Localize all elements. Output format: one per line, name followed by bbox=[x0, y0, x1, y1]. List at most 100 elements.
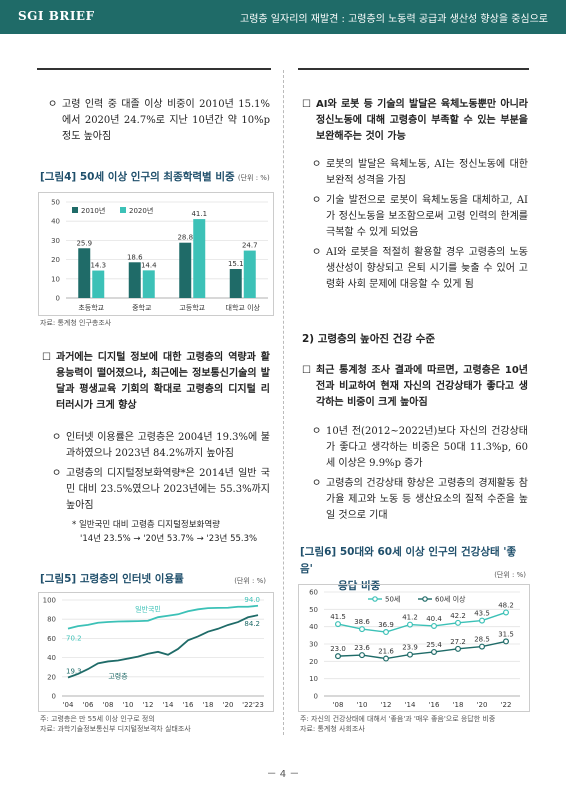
fig6-note-1: 주: 자신의 건강상태에 대해서 '좋음'과 '매우 좋음'으로 응답한 비중 bbox=[300, 715, 496, 723]
circle-bullet-icon: ㅇ bbox=[52, 432, 62, 443]
bar-value-label: 28.8 bbox=[177, 234, 193, 242]
point-value-label: 23.6 bbox=[354, 644, 370, 652]
x-tick-label: '06 bbox=[83, 701, 94, 709]
point-value-label: 31.5 bbox=[498, 630, 514, 638]
right-bullets-2: ㅇ 10년 전(2012~2022년)보다 자신의 건강상태가 좋다고 생각하는 … bbox=[312, 424, 528, 528]
page-number: － 4 － bbox=[266, 769, 300, 780]
series-line bbox=[67, 614, 259, 679]
circle-bullet-icon: ㅇ bbox=[312, 426, 322, 437]
point-value-label: 28.5 bbox=[474, 636, 490, 644]
y-tick-label: 60 bbox=[47, 635, 56, 643]
series-point bbox=[455, 645, 462, 652]
bar-value-label: 18.6 bbox=[127, 253, 143, 261]
fig6-unit: (단위 : %) bbox=[494, 571, 526, 579]
fig4-source: 자료: 통계청 인구총조사 bbox=[40, 319, 112, 327]
bar bbox=[128, 262, 141, 298]
fig5-title-row: [그림5] 고령층의 인터넷 이용률 (단위 : %) bbox=[40, 571, 272, 588]
bar bbox=[243, 250, 256, 298]
end-value-label: 94.0 bbox=[244, 596, 260, 604]
legend-swatch bbox=[72, 207, 78, 213]
x-tick-label: '12 bbox=[381, 701, 392, 709]
x-tick-label: '18 bbox=[203, 701, 214, 709]
square-bullet-icon: ☐ bbox=[302, 365, 311, 376]
series-point bbox=[406, 621, 413, 628]
y-tick-label: 40 bbox=[309, 623, 318, 631]
legend-label: 2010년 bbox=[81, 206, 105, 215]
fig5-notes: 주: 고령층은 만 55세 이상 인구로 정의 자료: 과학기술정보통신부 디지… bbox=[40, 714, 272, 734]
y-tick-label: 80 bbox=[47, 616, 56, 624]
x-tick-label: '22'23 bbox=[242, 701, 264, 709]
x-tick-label: '16 bbox=[429, 701, 440, 709]
x-tick-label: 고등학교 bbox=[179, 303, 205, 312]
left-footnote: * 일반국민 대비 고령층 디지털정보화역량 '14년 23.5% → '20년… bbox=[72, 518, 272, 546]
footnote-line-1: * 일반국민 대비 고령층 디지털정보화역량 bbox=[72, 520, 220, 530]
x-tick-label: '12 bbox=[143, 701, 154, 709]
series-point bbox=[455, 619, 462, 626]
fig6-notes: 주: 자신의 건강상태에 대해서 '좋음'과 '매우 좋음'으로 응답한 비중 … bbox=[300, 714, 530, 734]
x-tick-label: '14 bbox=[405, 701, 416, 709]
series-point bbox=[503, 638, 510, 645]
y-tick-label: 100 bbox=[43, 597, 56, 605]
bullet-text: AI와 로봇을 적절히 활용할 경우 고령층의 노동생산성이 향상되고 은퇴 시… bbox=[326, 247, 528, 290]
point-value-label: 41.5 bbox=[330, 613, 346, 621]
series-line bbox=[337, 611, 507, 633]
bar bbox=[92, 270, 105, 298]
bar-value-label: 14.3 bbox=[90, 262, 106, 270]
x-tick-label: '08 bbox=[333, 701, 344, 709]
series-point bbox=[479, 643, 486, 650]
x-tick-label: '14 bbox=[163, 701, 174, 709]
x-tick-label: '18 bbox=[453, 701, 464, 709]
legend-label: 50세 bbox=[385, 595, 400, 604]
circle-bullet-icon: ㅇ bbox=[312, 478, 322, 489]
y-tick-label: 30 bbox=[51, 237, 60, 245]
series-point bbox=[382, 655, 389, 662]
bar bbox=[179, 242, 192, 298]
series-point bbox=[406, 651, 413, 658]
x-tick-label: 초등학교 bbox=[78, 303, 104, 312]
right-square-2: ☐ 최근 통계청 조사 결과에 따르면, 고령층은 10년 전과 비교하여 현재 … bbox=[302, 363, 528, 417]
fig5-unit: (단위 : %) bbox=[234, 577, 266, 585]
legend-marker bbox=[372, 596, 378, 602]
section-title: 2) 고령층의 높아진 건강 수준 bbox=[302, 333, 435, 345]
series-point bbox=[382, 629, 389, 636]
legend-swatch bbox=[120, 207, 126, 213]
x-tick-label: '10 bbox=[357, 701, 368, 709]
chart-frame bbox=[38, 192, 274, 316]
y-tick-label: 0 bbox=[314, 693, 318, 701]
left-bullets-2: ㅇ 인터넷 이용률은 고령층은 2004년 19.3%에 불과하였으나 2023년… bbox=[52, 430, 270, 518]
y-tick-label: 30 bbox=[309, 641, 318, 649]
header-title: 고령층 일자리의 재발견 : 고령층의 노동력 공급과 생산성 향상을 중심으로 bbox=[240, 14, 548, 25]
right-square-1: ☐ AI와 로봇 등 기술의 발달은 육체노동뿐만 아니라 정신노동에 대해 고령… bbox=[302, 97, 528, 151]
start-value-label: 70.2 bbox=[66, 635, 82, 643]
chart-frame bbox=[298, 584, 530, 712]
series-point bbox=[503, 609, 510, 616]
y-tick-label: 10 bbox=[309, 675, 318, 683]
fig6-title-line-2: 응답 비중 bbox=[338, 580, 381, 592]
point-value-label: 23.9 bbox=[402, 644, 418, 652]
bullet-text: 고령층의 건강상태 향상은 고령층의 경제활동 참가율 제고와 노동 등 생산요… bbox=[326, 478, 528, 521]
series-point bbox=[334, 621, 341, 628]
bullet-text: 10년 전(2012~2022년)보다 자신의 건강상태가 좋다고 생각하는 비… bbox=[326, 426, 528, 469]
point-value-label: 40.4 bbox=[426, 615, 442, 623]
square-bullet-icon: ☐ bbox=[42, 352, 51, 363]
point-value-label: 27.2 bbox=[450, 638, 466, 646]
point-value-label: 38.6 bbox=[354, 618, 370, 626]
right-bullets-1: ㅇ 로봇의 발달은 육체노동, AI는 정신노동에 대한 보완적 성격을 가짐 ㅇ… bbox=[312, 157, 528, 297]
square-text: AI와 로봇 등 기술의 발달은 육체노동뿐만 아니라 정신노동에 대해 고령층… bbox=[316, 99, 528, 142]
series-name-label: 고령층 bbox=[108, 671, 128, 680]
column-divider bbox=[283, 70, 284, 735]
point-value-label: 48.2 bbox=[498, 601, 514, 609]
circle-bullet-icon: ㅇ bbox=[52, 468, 62, 479]
y-tick-label: 40 bbox=[47, 654, 56, 662]
y-tick-label: 50 bbox=[51, 199, 60, 207]
bar bbox=[229, 269, 242, 298]
x-tick-label: '04 bbox=[63, 701, 74, 709]
end-value-label: 84.2 bbox=[244, 620, 260, 628]
legend-marker bbox=[422, 596, 428, 602]
point-value-label: 21.6 bbox=[378, 648, 394, 656]
bar bbox=[78, 248, 91, 298]
fig4-title: [그림4] 50세 이상 인구의 최종학력별 비중 bbox=[40, 171, 235, 183]
series-line bbox=[67, 604, 259, 630]
bar-value-label: 15.1 bbox=[228, 260, 244, 268]
bar-value-label: 24.7 bbox=[242, 242, 258, 250]
